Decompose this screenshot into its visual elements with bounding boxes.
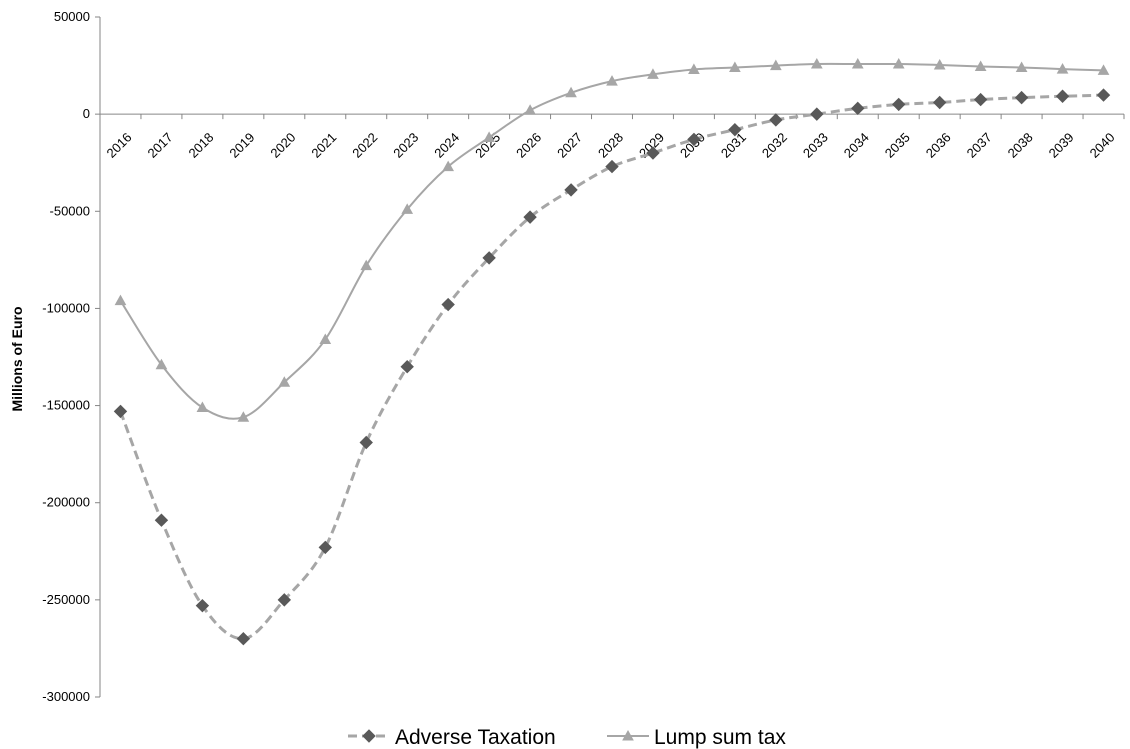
- legend: Adverse Taxation Lump sum tax: [348, 726, 786, 749]
- y-tick-label: -150000: [42, 398, 90, 413]
- y-tick-label: 0: [83, 106, 90, 121]
- data-point: [564, 183, 578, 197]
- data-point: [1096, 88, 1111, 102]
- legend-marker: [362, 729, 376, 743]
- x-tick-label: 2023: [390, 130, 421, 161]
- y-tick-label: -300000: [42, 689, 90, 704]
- y-tick-labels: 50000 0 -50000 -100000 -150000 -200000 -250000…: [42, 9, 90, 704]
- data-point: [524, 104, 536, 115]
- x-tick-label: 2040: [1087, 130, 1118, 161]
- x-tick-label: 2034: [841, 130, 872, 161]
- y-tick-label: -50000: [50, 203, 90, 218]
- data-point: [441, 297, 455, 312]
- data-point: [482, 251, 496, 265]
- legend-item-lump-sum-tax: Lump sum tax: [607, 726, 786, 749]
- y-tick-label: -200000: [42, 495, 90, 510]
- data-point: [810, 107, 824, 121]
- x-tick-label: 2019: [226, 130, 257, 161]
- data-point: [196, 401, 209, 413]
- data-point: [236, 632, 251, 646]
- data-point: [113, 404, 128, 419]
- data-point: [114, 294, 127, 306]
- data-point: [688, 63, 700, 74]
- legend-item-adverse-taxation: Adverse Taxation: [348, 726, 556, 749]
- data-point: [1015, 61, 1028, 73]
- x-tick-label: 2036: [923, 130, 954, 161]
- data-point: [1097, 64, 1110, 75]
- data-point: [1014, 90, 1029, 105]
- data-point: [932, 95, 947, 110]
- x-tick-label: 2027: [554, 130, 585, 161]
- data-point: [318, 540, 332, 555]
- data-point: [360, 259, 373, 271]
- data-point: [523, 210, 537, 224]
- data-point: [155, 358, 168, 370]
- data-point: [605, 159, 619, 174]
- x-tick-label: 2028: [595, 130, 626, 161]
- data-point: [483, 131, 495, 142]
- series-lump-sum-tax: [114, 57, 1110, 422]
- x-tick-label: 2017: [145, 130, 176, 161]
- data-point: [154, 513, 169, 527]
- data-point: [933, 58, 946, 70]
- x-tick-label: 2026: [513, 130, 544, 161]
- data-point: [810, 57, 823, 69]
- x-tick-label: 2021: [308, 130, 339, 161]
- x-tick-label: 2032: [759, 130, 790, 161]
- data-point: [401, 203, 414, 214]
- legend-marker: [622, 729, 634, 741]
- x-tick-label: 2039: [1046, 130, 1077, 161]
- data-point: [728, 122, 742, 137]
- x-tick-label: 2020: [267, 130, 298, 161]
- data-point: [892, 57, 905, 69]
- series-layer: [113, 57, 1111, 646]
- x-tick-label: 2024: [431, 130, 462, 161]
- series-adverse-taxation: [113, 88, 1111, 646]
- series-line: [119, 93, 1104, 641]
- data-point: [974, 60, 987, 72]
- data-point: [359, 435, 373, 450]
- data-point: [687, 132, 701, 147]
- x-tick-labels: 2016 2017 2018 2019 2020 2021 2022 2023 2024 2025…: [104, 130, 1118, 161]
- legend-label: Lump sum tax: [654, 726, 786, 749]
- x-tick-label: 2018: [185, 130, 216, 161]
- data-point: [973, 92, 988, 107]
- data-point: [851, 101, 865, 116]
- y-tick-label: 50000: [54, 9, 90, 24]
- x-tick-label: 2033: [800, 130, 831, 161]
- data-point: [195, 598, 210, 613]
- data-point: [769, 59, 782, 71]
- y-tick-label: -250000: [42, 592, 90, 607]
- data-point: [851, 57, 864, 69]
- data-point: [442, 160, 455, 172]
- data-point: [647, 68, 659, 79]
- axes: [95, 16, 1125, 698]
- y-tick-label: -100000: [42, 300, 90, 315]
- data-point: [769, 113, 783, 127]
- data-point: [565, 86, 577, 98]
- data-point: [1055, 89, 1070, 103]
- data-point: [646, 146, 660, 160]
- data-point: [400, 360, 414, 374]
- data-point: [278, 376, 291, 387]
- data-point: [1056, 63, 1069, 74]
- x-tick-label: 2016: [104, 130, 135, 161]
- data-point: [729, 61, 741, 73]
- x-tick-label: 2037: [964, 130, 995, 161]
- data-point: [892, 97, 906, 112]
- data-point: [237, 411, 250, 422]
- x-tick-label: 2022: [349, 130, 380, 161]
- series-line: [119, 62, 1104, 420]
- x-tick-label: 2038: [1005, 130, 1036, 161]
- x-tick-label: 2035: [882, 130, 913, 161]
- data-point: [319, 333, 332, 345]
- data-point: [606, 75, 618, 86]
- legend-label: Adverse Taxation: [395, 726, 556, 749]
- data-point: [277, 593, 292, 607]
- y-axis-title: Millions of Euro: [9, 307, 25, 412]
